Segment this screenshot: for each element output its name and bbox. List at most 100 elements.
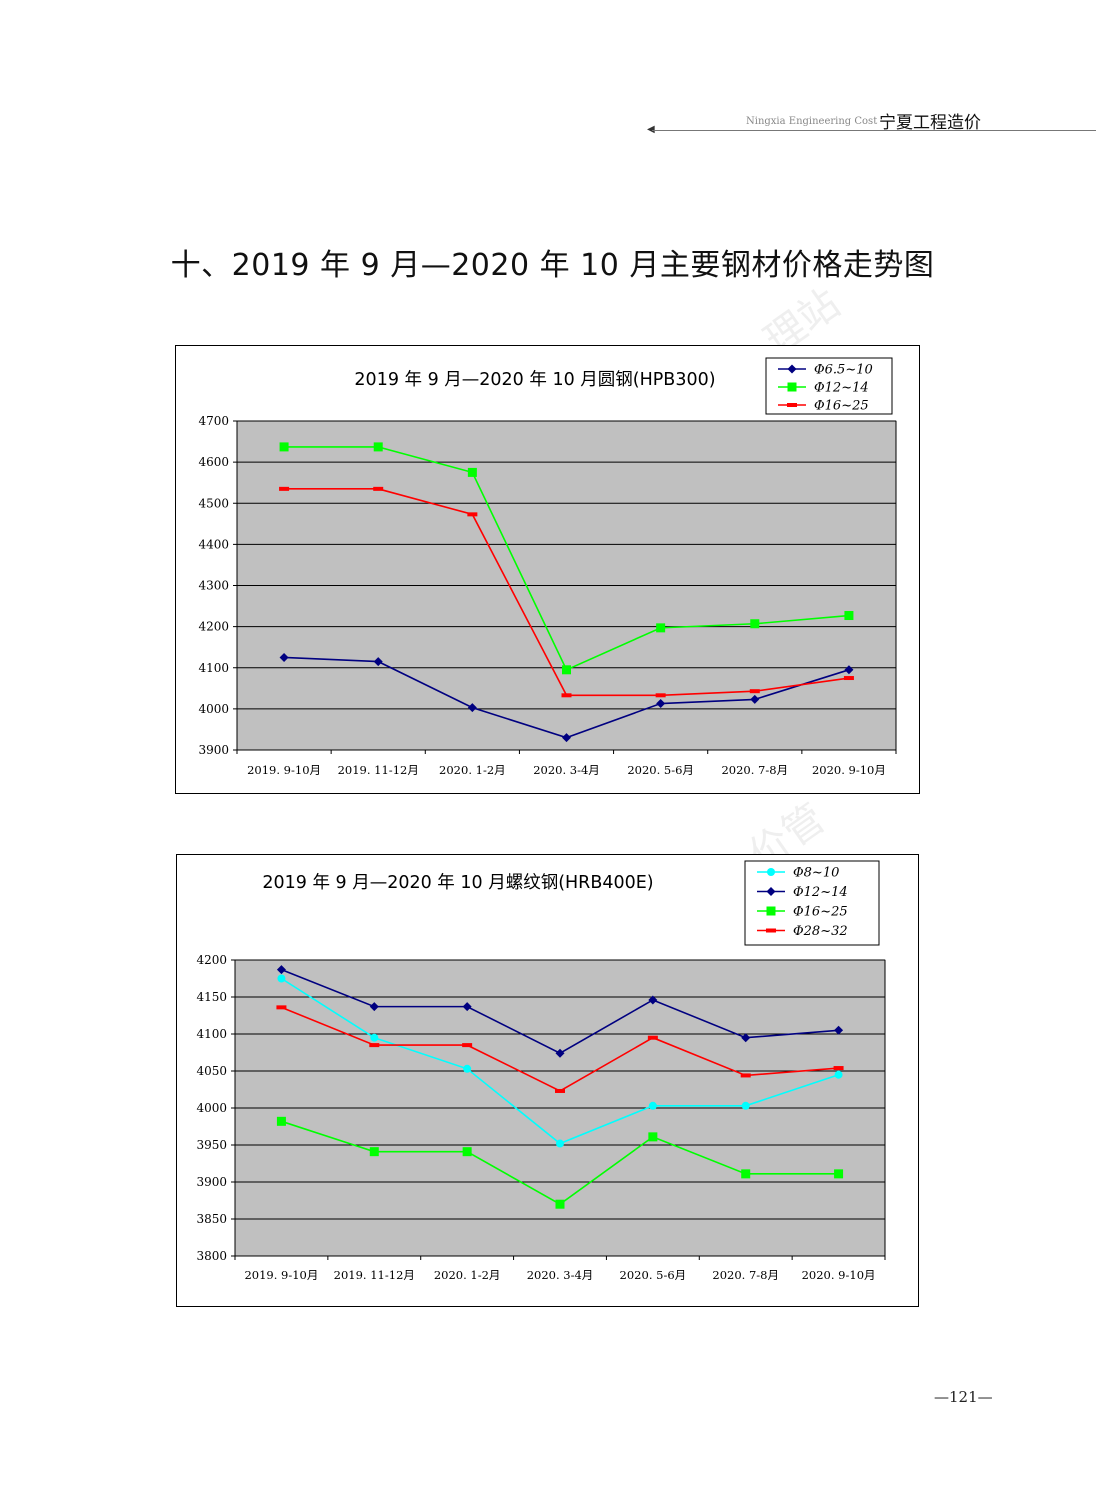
x-tick-label: 2020. 5-6月	[620, 1268, 687, 1282]
y-tick-label: 4100	[198, 661, 229, 675]
data-point	[562, 665, 571, 675]
data-point	[834, 1070, 843, 1079]
data-point	[373, 486, 384, 491]
x-tick-label: 2020. 5-6月	[627, 763, 694, 777]
y-tick-label: 3850	[196, 1212, 227, 1226]
y-tick-label: 3900	[196, 1175, 227, 1189]
data-point	[750, 694, 760, 704]
data-point	[555, 1088, 565, 1093]
x-tick-label: 2020. 7-8月	[721, 763, 788, 777]
data-point	[467, 467, 477, 477]
data-point	[370, 1033, 379, 1042]
data-point	[467, 703, 477, 713]
data-point	[844, 611, 854, 621]
data-point	[749, 689, 760, 694]
data-point	[276, 1116, 286, 1126]
data-point	[276, 1005, 287, 1010]
y-tick-label: 4500	[198, 496, 229, 510]
chart-hpb300-svg: 3900 4000 4100 4200 4300 4400 4500 4600 4700 2019…	[175, 345, 920, 794]
legend-marker	[767, 868, 775, 876]
legend-label: Φ16~25	[793, 905, 848, 920]
data-point	[555, 1199, 565, 1209]
header-english: Ningxia Engineering Cost	[746, 116, 878, 127]
legend-label: Φ8~10	[793, 866, 839, 881]
data-point	[562, 733, 571, 743]
chart-hrb400e: 3800 3850 3900 3950 4000 4050 4100 4150 4200 2019…	[176, 854, 919, 1307]
legend-label: Φ28~32	[793, 924, 848, 939]
header-chinese: 宁夏工程造价	[879, 113, 981, 133]
data-point	[656, 623, 666, 633]
data-point	[740, 1073, 751, 1078]
chart-hrb400e-svg: 3800 3850 3900 3950 4000 4050 4100 4150 4200 2019…	[176, 854, 919, 1307]
x-tick-label: 2020. 9-10月	[812, 763, 886, 777]
chart-title: 2019 年 9 月—2020 年 10 月圆钢(HPB300)	[354, 370, 715, 390]
data-point	[279, 442, 289, 452]
data-point	[373, 657, 383, 667]
y-tick-label: 4400	[198, 537, 229, 551]
x-tick-label: 2020. 1-2月	[434, 1268, 501, 1282]
data-point	[462, 1002, 472, 1012]
data-point	[561, 693, 572, 698]
chart-title: 2019 年 9 月—2020 年 10 月螺纹钢(HRB400E)	[262, 873, 653, 893]
y-tick-label: 4000	[196, 1101, 227, 1115]
y-tick-label: 4050	[196, 1064, 227, 1078]
x-tick-label: 2019. 9-10月	[244, 1268, 318, 1282]
data-point	[276, 965, 286, 975]
data-point	[462, 1043, 473, 1048]
data-point	[834, 1169, 844, 1179]
y-tick-label: 4000	[198, 702, 229, 716]
data-point	[741, 1101, 750, 1110]
x-tick-label: 2020. 3-4月	[527, 1268, 594, 1282]
legend-label: Φ12~14	[814, 381, 869, 396]
page-title: 十、2019 年 9 月—2020 年 10 月主要钢材价格走势图	[170, 248, 935, 283]
header-arrow-icon: ◀	[647, 124, 655, 135]
x-tick-label: 2019. 9-10月	[247, 763, 321, 777]
y-tick-label: 4200	[196, 953, 227, 967]
data-point	[844, 665, 854, 675]
data-point	[656, 699, 666, 709]
data-point	[647, 1035, 658, 1040]
y-tick-label: 3950	[196, 1138, 227, 1152]
data-point	[648, 1132, 658, 1142]
data-point	[655, 693, 666, 698]
legend-label: Φ12~14	[793, 885, 848, 900]
page-number: —121—	[934, 1388, 993, 1406]
legend-marker	[766, 928, 776, 933]
legend-marker	[766, 887, 776, 896]
data-point	[834, 1025, 844, 1035]
data-point	[648, 995, 658, 1005]
data-point	[373, 442, 383, 452]
data-point	[369, 1043, 380, 1048]
y-tick-label: 4100	[196, 1027, 227, 1041]
data-point	[833, 1066, 844, 1071]
data-point	[556, 1139, 564, 1148]
data-point	[750, 619, 760, 629]
y-tick-label: 3800	[196, 1249, 227, 1263]
x-tick-label: 2019. 11-12月	[338, 763, 419, 777]
data-point	[462, 1147, 472, 1157]
x-tick-label: 2019. 11-12月	[334, 1268, 415, 1282]
legend-label: Φ6.5~10	[814, 363, 873, 378]
x-tick-label: 2020. 9-10月	[802, 1268, 876, 1282]
y-tick-label: 4300	[198, 579, 229, 593]
data-point	[741, 1169, 751, 1179]
y-tick-label: 3900	[198, 743, 229, 757]
data-point	[279, 652, 289, 662]
data-point	[555, 1048, 565, 1058]
data-point	[279, 486, 290, 491]
x-tick-label: 2020. 1-2月	[439, 763, 506, 777]
header-rule	[652, 130, 1096, 131]
data-point	[741, 1033, 751, 1043]
data-point	[467, 512, 478, 517]
x-tick-label: 2020. 3-4月	[533, 763, 600, 777]
data-point	[277, 974, 286, 983]
data-point	[463, 1064, 472, 1073]
y-tick-label: 4600	[198, 455, 229, 469]
legend-marker	[766, 906, 776, 916]
x-tick-label: 2020. 7-8月	[712, 1268, 779, 1282]
chart-hpb300: 3900 4000 4100 4200 4300 4400 4500 4600 4700 2019…	[175, 345, 920, 794]
y-tick-label: 4150	[196, 990, 227, 1004]
data-point	[843, 676, 854, 681]
legend-label: Φ16~25	[814, 399, 869, 414]
legend-marker	[787, 382, 797, 392]
